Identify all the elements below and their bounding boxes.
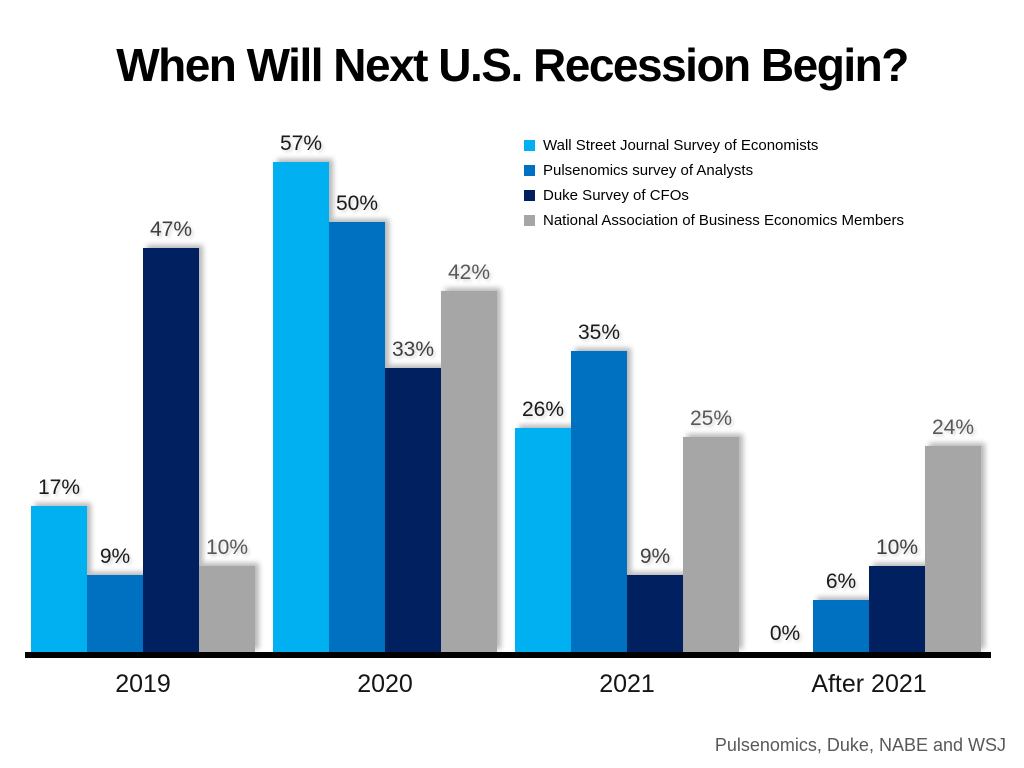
- category-label: After 2021: [811, 670, 927, 698]
- bar: [385, 368, 441, 652]
- bar-slot: 10%: [199, 132, 255, 652]
- bar-value-label: 50%: [335, 192, 379, 215]
- legend-swatch: [524, 140, 535, 151]
- bar-slot: 35%: [571, 132, 627, 652]
- legend-label: Pulsenomics survey of Analysts: [543, 162, 754, 179]
- bar-group: 26% 35% 9% 25%: [515, 132, 739, 652]
- legend-item: Wall Street Journal Survey of Economists: [524, 133, 904, 158]
- bar: [813, 600, 869, 652]
- category-label: 2019: [115, 670, 171, 698]
- bar: [273, 162, 329, 652]
- bar: [199, 566, 255, 652]
- bar-slot: 17%: [31, 132, 87, 652]
- legend-swatch: [524, 165, 535, 176]
- bar: [683, 437, 739, 652]
- legend-label: National Association of Business Economi…: [543, 212, 904, 229]
- bar: [31, 506, 87, 652]
- x-axis-line: [25, 652, 991, 658]
- bar: [143, 248, 199, 652]
- legend-label: Wall Street Journal Survey of Economists: [543, 137, 819, 154]
- bar-value-label: 9%: [99, 545, 131, 568]
- bar-value-label: 33%: [391, 338, 435, 361]
- bar-value-label: 47%: [149, 218, 193, 241]
- legend-label: Duke Survey of CFOs: [543, 187, 689, 204]
- category-axis-labels: 2019 2020 2021 After 2021: [31, 670, 981, 699]
- bar-slot: 0%: [757, 132, 813, 652]
- bar-group: 17% 9% 47% 10%: [31, 132, 255, 652]
- bar-slot: 26%: [515, 132, 571, 652]
- legend-swatch: [524, 190, 535, 201]
- legend-item: Duke Survey of CFOs: [524, 183, 904, 208]
- bar-slot: 42%: [441, 132, 497, 652]
- bar-value-label: 42%: [447, 261, 491, 284]
- bar-plot-area: 17% 9% 47% 10% 57% 50% 33% 42% 26% 35% 9% 25% 0% 6% 10…: [31, 132, 981, 652]
- bar: [441, 291, 497, 652]
- bar-group: 57% 50% 33% 42%: [273, 132, 497, 652]
- bar-slot: 33%: [385, 132, 441, 652]
- category-label: 2021: [599, 670, 655, 698]
- bar-slot: 10%: [869, 132, 925, 652]
- legend-item: Pulsenomics survey of Analysts: [524, 158, 904, 183]
- bar-value-label: 10%: [205, 536, 249, 559]
- bar-group: 0% 6% 10% 24%: [757, 132, 981, 652]
- bar-value-label: 6%: [825, 570, 857, 593]
- bar: [869, 566, 925, 652]
- bar-slot: 50%: [329, 132, 385, 652]
- bar-slot: 57%: [273, 132, 329, 652]
- bar-value-label: 9%: [639, 545, 671, 568]
- bar-slot: 6%: [813, 132, 869, 652]
- chart-title: When Will Next U.S. Recession Begin?: [116, 39, 909, 91]
- chart-legend: Wall Street Journal Survey of Economists…: [524, 133, 904, 233]
- bar-slot: 47%: [143, 132, 199, 652]
- source-note: Pulsenomics, Duke, NABE and WSJ: [714, 735, 1006, 755]
- bar: [925, 446, 981, 652]
- bar-value-label: 10%: [875, 536, 919, 559]
- bar-slot: 9%: [627, 132, 683, 652]
- bar-slot: 25%: [683, 132, 739, 652]
- bar: [515, 428, 571, 652]
- bar: [627, 575, 683, 652]
- bar-value-label: 35%: [577, 321, 621, 344]
- bar: [571, 351, 627, 652]
- bar-value-label: 24%: [931, 416, 975, 439]
- legend-item: National Association of Business Economi…: [524, 208, 904, 233]
- bar-value-label: 17%: [37, 476, 81, 499]
- bar-value-label: 26%: [521, 398, 565, 421]
- category-label: 2020: [357, 670, 413, 698]
- bar-slot: 9%: [87, 132, 143, 652]
- bar-value-label: 25%: [689, 407, 733, 430]
- bar-value-label: 0%: [769, 622, 801, 645]
- bar-value-label: 57%: [279, 132, 323, 155]
- legend-swatch: [524, 215, 535, 226]
- bar: [329, 222, 385, 652]
- bar-slot: 24%: [925, 132, 981, 652]
- bar: [87, 575, 143, 652]
